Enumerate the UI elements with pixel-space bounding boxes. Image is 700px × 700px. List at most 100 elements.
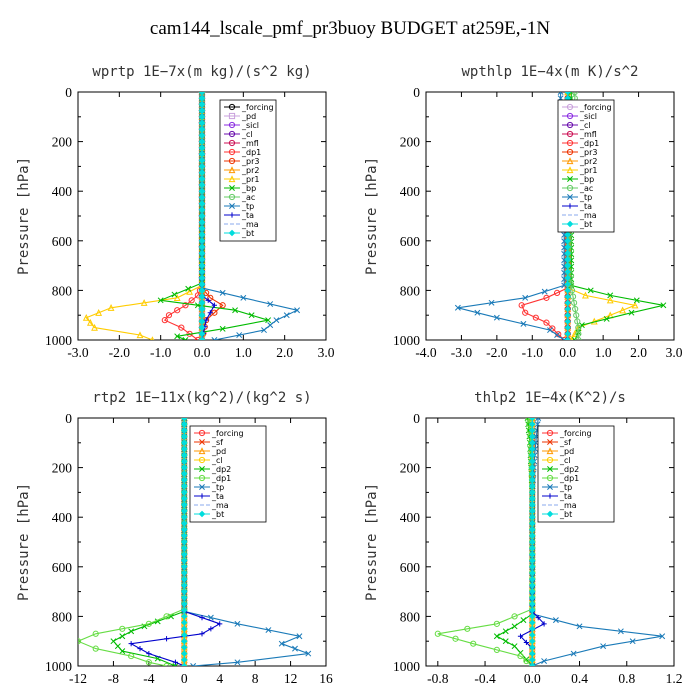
data-point-tp [261,327,267,334]
data-point-bt [180,464,188,471]
data-point-bt [180,600,188,608]
data-point-tp [522,294,529,301]
data-point-bp [248,312,255,319]
legend-marker [228,103,236,111]
data-point-bt [198,336,206,340]
data-point-tp [181,418,188,421]
data-point-bt [528,501,536,509]
legend-marker [546,429,554,437]
x-tick-label: 3.0 [318,345,335,360]
x-tick-label: 4 [216,671,223,686]
legend-marker [198,510,206,518]
data-point-bt [528,575,536,583]
data-point-bt [198,138,206,145]
data-point-bt [528,637,536,645]
legend-entry: _mfl [579,130,597,139]
data-point-bt [180,445,188,453]
data-point-bt [180,418,188,422]
legend-entry: _tp [579,193,592,202]
data-point-bp [232,307,239,314]
data-point-bt [564,249,572,257]
data-point-bt [528,526,536,533]
data-point-dp1 [161,317,168,324]
panel-title: wpthlp 1E−4x(m K)/s^2 [461,64,638,80]
legend-entry: _dp1 [211,474,231,483]
data-point-bt [180,495,188,502]
data-point-bt [564,299,572,307]
data-point-ta [541,621,547,627]
data-point-bt [180,489,188,496]
legend-entry: _bt [579,220,592,229]
data-point-bt [564,293,572,300]
data-point-bp [171,291,178,298]
data-point-dp1 [92,630,99,637]
legend-entry: _pd [211,447,226,456]
data-point-bt [198,107,206,114]
x-tick-label: 8 [252,671,259,686]
data-point-bt [180,563,188,571]
data-point-bt [180,625,188,633]
data-point-dp1 [549,325,556,332]
legend-entry: _bp [241,184,256,193]
x-tick-label: 0.0 [559,345,576,360]
chart-panel-3: rtp2 1E−11x(kg^2)/(kg^2 s) Pressure [hPa]… [16,390,333,686]
data-point-bt [528,656,536,664]
legend-entry: _pr1 [579,166,597,175]
data-point-tp [454,304,461,311]
x-tick-label: 0 [181,671,188,686]
x-tick-label: -3.0 [67,345,89,360]
legend-marker [547,493,553,499]
data-point-ta [523,639,529,646]
data-point-dp2 [523,656,530,663]
data-point-dp1 [532,314,539,321]
data-point-bt [198,156,206,164]
data-point-bt [180,594,188,602]
legend-entry: _pd [241,112,256,121]
data-point-dp2 [511,623,518,630]
data-point-bt [564,237,572,245]
data-point-bt [180,420,188,428]
data-point-bt [528,520,536,527]
data-point-bt [198,287,206,294]
data-point-tp [554,332,561,338]
legend-marker [546,510,554,518]
data-point-bt [564,324,572,331]
data-point-bt [198,299,206,307]
legend-marker [567,203,573,209]
x-tick-label: -1.0 [150,345,172,360]
data-point-bt [198,256,206,263]
data-point-bt [528,476,536,484]
data-point-pr1 [173,294,181,301]
data-point-dp1 [128,652,135,660]
data-point-bt [528,613,536,620]
data-point-bt [528,594,536,602]
data-point-ac [575,324,582,331]
data-point-dp1 [163,662,170,666]
data-point-dp2 [114,643,121,650]
x-tick-label: -2.0 [486,345,508,360]
data-point-dp1 [165,312,173,319]
data-point-bt [180,606,188,614]
y-axis-label: Pressure [hPa] [16,483,32,601]
data-point-bt [198,231,206,238]
data-point-dp1 [92,645,99,652]
data-point-ac [573,312,580,319]
data-point-tp [659,633,666,640]
data-point-bp [603,315,610,322]
data-point-bt [528,619,536,626]
data-point-bt [180,520,188,527]
data-point-dp1 [182,302,189,309]
data-point-bt [198,274,206,282]
data-point-tp [240,294,247,301]
panel-title: thlp2 1E−4x(K^2)/s [474,390,626,406]
data-point-dp1 [163,613,170,620]
data-point-tp [234,620,241,627]
data-point-bt [528,433,536,440]
y-tick-label: 1000 [393,333,420,348]
data-point-ac [575,330,582,337]
data-point-dp1 [511,613,518,620]
data-point-bt [528,489,536,496]
data-point-bt [198,212,206,220]
legend-marker [198,429,206,437]
data-point-bt [180,526,188,533]
